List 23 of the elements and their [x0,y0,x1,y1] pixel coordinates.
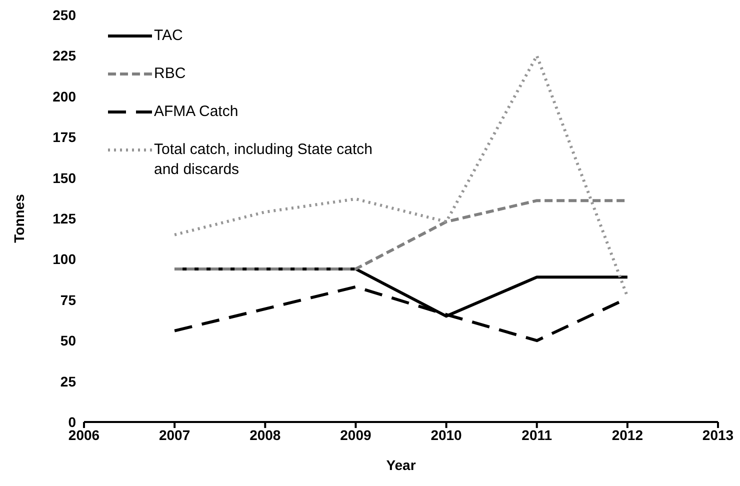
x-tick-label: 2008 [250,426,281,443]
y-tick-label: 150 [52,170,76,186]
x-axis-title: Year [386,457,416,473]
y-tick-label: 175 [52,129,76,146]
y-tick-label: 50 [60,332,76,349]
x-tick-label: 2009 [340,426,372,443]
x-tick-label: 2010 [430,426,462,443]
x-tick-label: 2011 [522,426,552,443]
y-axis-title: Tonnes [10,194,27,243]
y-tick-label: 100 [52,251,76,268]
legend-label: AFMA Catch [154,102,238,122]
y-tick-label: 125 [52,210,76,226]
y-tick-label: 250 [52,6,76,23]
y-tick-label: 225 [52,48,76,64]
x-tick-label: 2007 [158,426,190,443]
x-tick-label: 2013 [702,426,734,443]
y-tick-label: 25 [60,373,76,390]
legend-label: TAC [154,26,183,46]
legend-label: RBC [154,64,186,84]
legend-label: Total catch, including State catch and discards [154,140,374,180]
x-tick-label: 2012 [612,426,644,443]
y-tick-label: 200 [52,88,76,104]
y-tick-label: 75 [60,292,76,308]
